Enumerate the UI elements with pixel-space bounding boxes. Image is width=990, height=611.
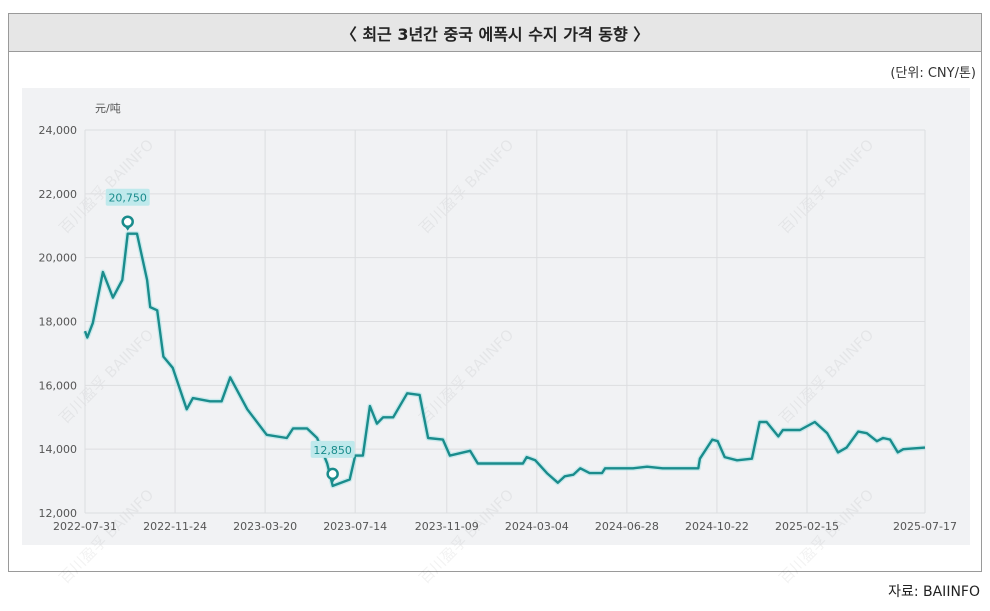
annotation-label-bg [310,440,355,458]
watermark: 百川盈孚 BAIINFO [416,326,518,428]
series-line [82,231,926,489]
x-tick-label: 2023-07-14 [323,520,387,533]
y-tick-labels: 12,000 14,000 16,000 18,000 20,000 22,000 24,0… [39,124,78,520]
x-tick-label: 2025-02-15 [775,520,839,533]
x-tick-label: 2025-07-17 [893,520,957,533]
pin-icon-head [326,467,339,481]
series-line-glow [82,231,926,489]
x-tick-label: 2022-07-31 [53,520,117,533]
annotation-min: 12,850 [310,440,355,483]
unit-label: (단위: CNY/톤) [890,66,976,81]
x-tick-label: 2024-10-22 [685,520,749,533]
y-tick-label: 24,000 [39,124,78,137]
annotation-label-bg [105,188,150,206]
x-tick-label: 2023-11-09 [415,520,479,533]
series-line-path [83,232,926,488]
watermark: 百川盈孚 BAIINFO [776,486,878,588]
watermark: 百川盈孚 BAIINFO [776,136,878,238]
chart-title: 〈 최근 3년간 중국 에폭시 수지 가격 동향 〉 [8,13,982,52]
y-tick-label: 20,000 [39,252,78,265]
y-tick-label: 16,000 [39,379,78,392]
annotation-label: 12,850 [313,444,352,457]
watermark: 百川盈孚 BAIINFO [56,136,158,238]
x-tick-label: 2024-06-28 [595,520,659,533]
x-tick-label: 2024-03-04 [505,520,569,533]
annotations: 20,750 12,850 [105,188,355,483]
watermark: 百川盈孚 BAIINFO [416,486,518,588]
y-tick-label: 12,000 [39,507,78,520]
watermark: 百川盈孚 BAIINFO [416,136,518,238]
gridlines [84,129,926,514]
annotation-max: 20,750 [105,188,150,231]
plot-panel [22,88,970,545]
y-tick-label: 18,000 [39,316,78,329]
x-tick-label: 2023-03-20 [233,520,297,533]
source-label: 자료: BAIINFO [888,584,980,600]
y-axis-label: 元/吨 [95,102,121,115]
watermark: 百川盈孚 BAIINFO [56,486,158,588]
watermark: 百川盈孚 BAIINFO [56,326,158,428]
y-tick-label: 22,000 [39,188,78,201]
watermark: 百川盈孚 BAIINFO [776,326,878,428]
y-tick-label: 14,000 [39,443,78,456]
annotation-label: 20,750 [108,192,147,205]
x-tick-labels: 2022-07-31 2022-11-24 2023-03-20 2023-07-14… [53,520,957,533]
x-tick-label: 2022-11-24 [143,520,207,533]
pin-icon-head [121,215,134,228]
